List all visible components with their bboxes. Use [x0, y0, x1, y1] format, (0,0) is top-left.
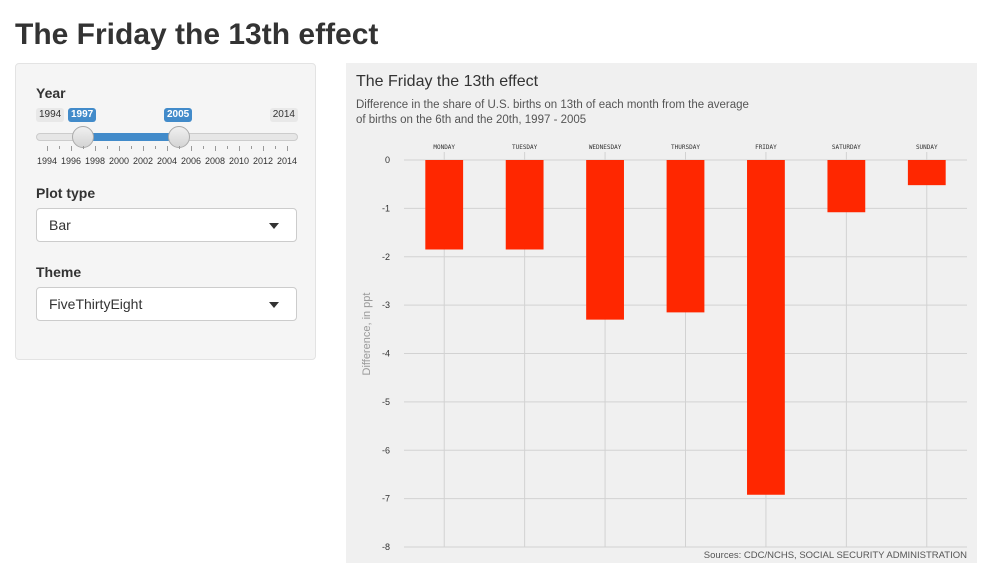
y-tick-label: -2	[382, 252, 390, 262]
slider-from-handle[interactable]	[72, 126, 94, 148]
slider-tick	[251, 146, 252, 149]
slider-tick	[203, 146, 204, 149]
slider-tick-label: 2002	[132, 156, 154, 166]
theme-label: Theme	[36, 264, 82, 280]
x-tick-label: Saturday	[832, 142, 861, 152]
bar-saturday	[827, 160, 866, 213]
slider-tick	[59, 146, 60, 149]
year-label: Year	[36, 85, 66, 101]
y-tick-label: -5	[382, 397, 390, 407]
slider-to-value: 2005	[164, 108, 193, 122]
x-tick-label: Monday	[433, 142, 455, 152]
slider-tick	[47, 146, 48, 151]
x-tick-label: Wednesday	[589, 142, 622, 152]
x-tick-label: Thursday	[671, 142, 700, 152]
slider-tick	[131, 146, 132, 149]
slider-tick	[71, 146, 72, 151]
slider-tick-label: 2000	[108, 156, 130, 166]
chart-title: The Friday the 13th effect	[356, 73, 539, 90]
theme-value: FiveThirtyEight	[49, 296, 143, 312]
sidebar-panel: Year 1994 2014 1997 2005 1994 1996 1998 200…	[15, 63, 316, 360]
y-tick-label: -1	[382, 203, 390, 213]
slider-selected-range	[83, 133, 179, 141]
slider-from-value: 1997	[68, 108, 97, 122]
bar-sunday	[907, 160, 946, 186]
bar-friday	[747, 160, 785, 495]
slider-max-label: 2014	[269, 108, 298, 122]
slider-tick	[107, 146, 108, 149]
slider-tick	[83, 146, 84, 149]
plot-type-value: Bar	[49, 217, 71, 233]
bar-thursday	[666, 160, 705, 313]
slider-tick	[143, 146, 144, 151]
year-range-slider[interactable]: 1994 2014 1997 2005 1994 1996 1998 2000 2002…	[36, 106, 298, 176]
slider-tick-label: 1996	[60, 156, 82, 166]
y-tick-label: -3	[382, 300, 390, 310]
y-tick-label: -6	[382, 445, 390, 455]
slider-tick	[167, 146, 168, 151]
bar-tuesday	[505, 160, 544, 250]
slider-to-handle[interactable]	[168, 126, 190, 148]
bar-monday	[425, 160, 464, 250]
plot-type-select[interactable]: Bar	[36, 208, 297, 242]
slider-tick	[191, 146, 192, 151]
y-tick-label: -7	[382, 494, 390, 504]
slider-tick	[227, 146, 228, 149]
theme-select[interactable]: FiveThirtyEight	[36, 287, 297, 321]
slider-tick-label: 2004	[156, 156, 178, 166]
slider-tick-label: 2012	[252, 156, 274, 166]
x-tick-label: Friday	[755, 142, 777, 152]
slider-tick-label: 1998	[84, 156, 106, 166]
page-title: The Friday the 13th effect	[15, 18, 379, 51]
chevron-down-icon	[269, 223, 279, 229]
slider-tick	[239, 146, 240, 151]
chart-panel: The Friday the 13th effect Difference in…	[346, 63, 977, 563]
slider-tick-label: 2010	[228, 156, 250, 166]
y-axis-label: Difference, in ppt	[361, 293, 373, 376]
slider-tick-label: 1994	[36, 156, 58, 166]
slider-tick	[179, 146, 180, 149]
slider-tick	[95, 146, 96, 151]
slider-tick	[287, 146, 288, 151]
x-tick-label: Sunday	[916, 142, 938, 152]
y-tick-label: -8	[382, 542, 390, 552]
slider-tick-label: 2006	[180, 156, 202, 166]
slider-tick	[263, 146, 264, 151]
chevron-down-icon	[269, 302, 279, 308]
slider-ticks	[36, 146, 298, 154]
slider-tick-label: 2014	[276, 156, 298, 166]
slider-tick	[119, 146, 120, 151]
chart-source: Sources: CDC/NCHS, SOCIAL SECURITY ADMIN…	[704, 550, 967, 561]
chart-subtitle-line2: of births on the 6th and the 20th, 1997 …	[356, 114, 586, 126]
slider-tick	[215, 146, 216, 151]
slider-min-label: 1994	[36, 108, 65, 122]
plot-type-label: Plot type	[36, 185, 96, 201]
bar-chart: The Friday the 13th effect Difference in…	[356, 73, 967, 561]
y-tick-label: 0	[385, 155, 390, 165]
slider-tick	[155, 146, 156, 149]
y-tick-label: -4	[382, 349, 390, 359]
slider-tick-label: 2008	[204, 156, 226, 166]
slider-tick	[275, 146, 276, 149]
chart-subtitle-line1: Difference in the share of U.S. births o…	[356, 99, 749, 111]
x-tick-label: Tuesday	[512, 142, 538, 152]
bar-wednesday	[586, 160, 624, 320]
